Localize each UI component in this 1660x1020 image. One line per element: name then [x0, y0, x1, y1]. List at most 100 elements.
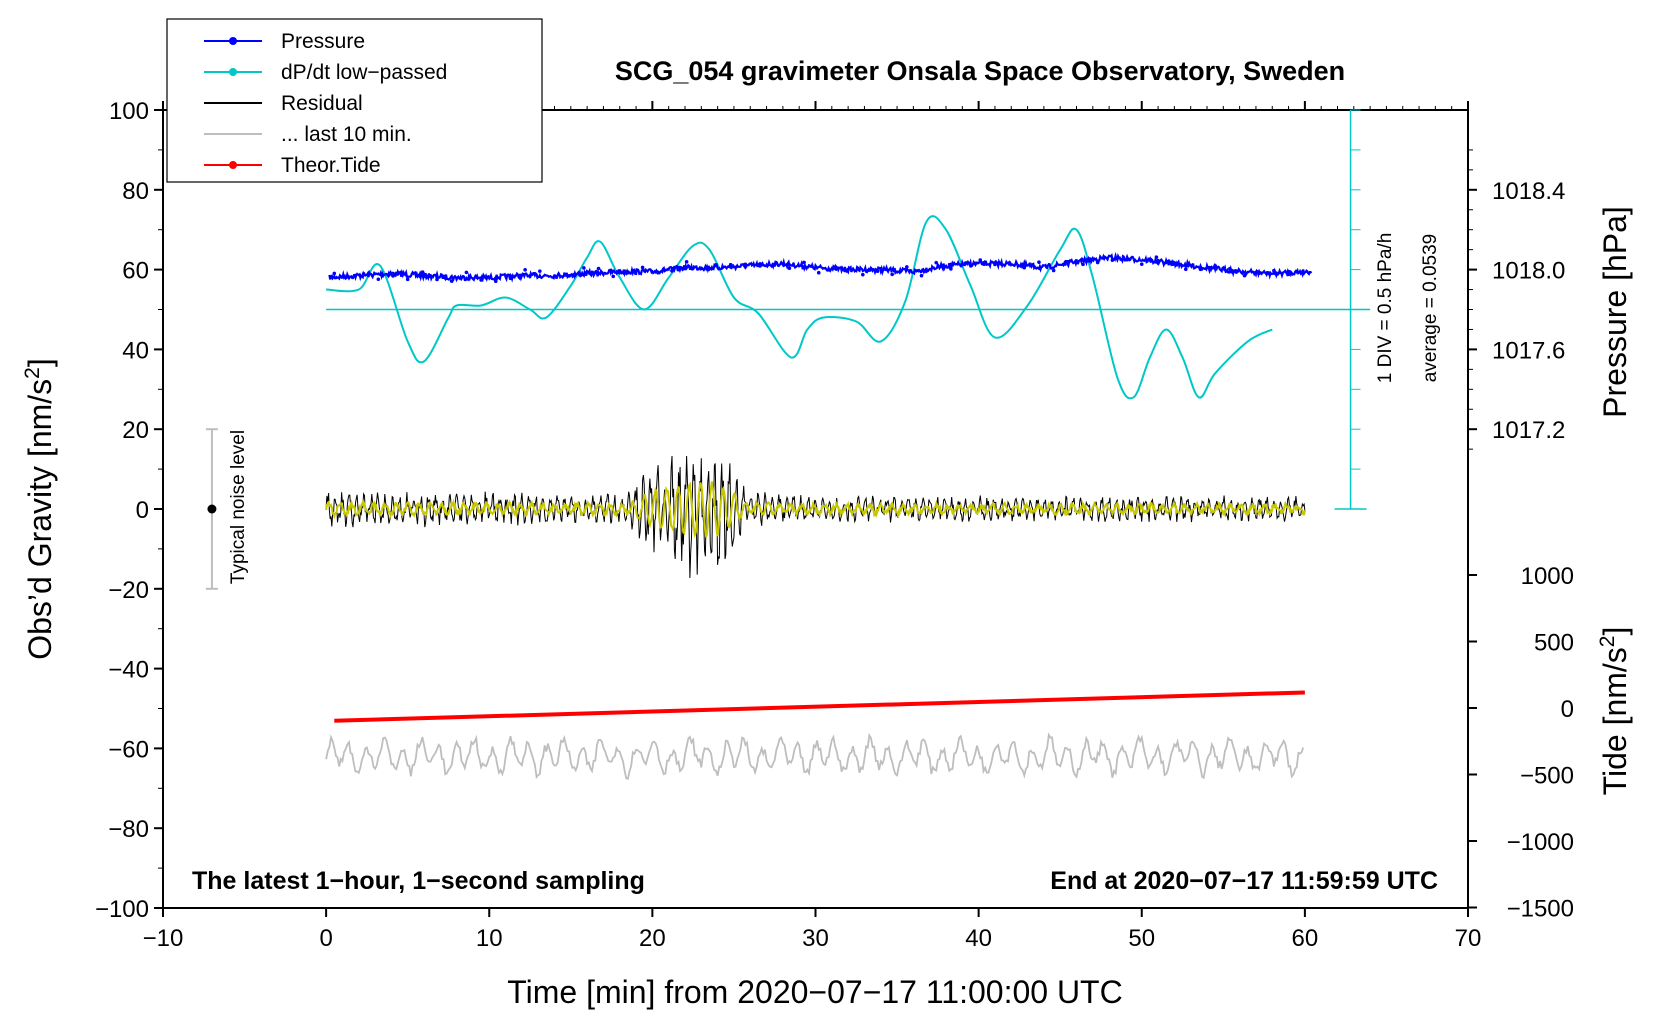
- pressure-point: [376, 277, 381, 282]
- pressure-point: [978, 258, 983, 262]
- pressure-point: [802, 260, 806, 265]
- pressure-point: [670, 269, 674, 273]
- pressure-point: [934, 260, 939, 265]
- residual-smoothed-line: [325, 481, 1306, 538]
- x-axis-title: Time [min] from 2020−07−17 11:00:00 UTC: [507, 974, 1122, 1010]
- x-tick-label: 50: [1128, 925, 1155, 952]
- x-tick-label: 60: [1292, 925, 1319, 952]
- series-residual: [325, 455, 1306, 579]
- series-theor-tide: [334, 690, 1305, 723]
- x-tick-label: 70: [1455, 925, 1482, 952]
- pressure-point: [347, 275, 351, 280]
- pressure-axis-ticks: 1018.4 1018.0 1017.6 1017.2: [1468, 149, 1565, 450]
- pressure-tick-label: 1017.2: [1492, 417, 1565, 444]
- pressure-point: [875, 269, 880, 274]
- tide-label-sup: 2: [1596, 636, 1619, 648]
- pressure-point: [538, 269, 542, 273]
- pressure-point: [655, 270, 660, 274]
- legend-swatch-marker: [229, 161, 237, 169]
- pressure-point: [684, 260, 689, 264]
- pressure-point: [831, 266, 836, 270]
- legend-label: Residual: [281, 92, 363, 115]
- tide-label: Tide [nm/s: [1597, 647, 1633, 795]
- pressure-point: [1095, 260, 1100, 265]
- pressure-point: [1110, 258, 1115, 262]
- pressure-point: [626, 270, 630, 274]
- pressure-point: [1022, 265, 1027, 270]
- legend-label: Pressure: [281, 30, 365, 53]
- y-tick-label: −20: [108, 577, 149, 604]
- x-axis-ticks: −10 0 10 20 30 40 50 60 70: [143, 101, 1482, 952]
- y-axis-tide-title: Tide [nm/s2]: [1596, 627, 1633, 796]
- legend: Pressure dP/dt low−passed Residual ... last…: [166, 18, 543, 183]
- pressure-point: [743, 262, 748, 267]
- y-axis-left-title: Obs’d Gravity [nm/s2]: [21, 358, 58, 660]
- pressure-point: [640, 265, 645, 270]
- series-dpdt: [326, 215, 1273, 400]
- pressure-point: [993, 262, 997, 267]
- pressure-point: [552, 274, 557, 279]
- y-tick-label: −60: [108, 736, 149, 763]
- pressure-tick-label: 1018.0: [1492, 258, 1565, 285]
- pressure-point: [1139, 262, 1144, 266]
- series-last-10-min: [325, 732, 1305, 780]
- pressure-point: [435, 277, 439, 282]
- pressure-point: [567, 274, 571, 278]
- pressure-point: [919, 273, 924, 278]
- pressure-point: [611, 274, 616, 279]
- pressure-point: [861, 272, 865, 277]
- pressure-point: [1198, 267, 1203, 272]
- pressure-point: [1081, 262, 1085, 267]
- pressure-point: [420, 270, 425, 274]
- y-tick-label: 60: [122, 258, 149, 285]
- pressure-point: [963, 261, 968, 265]
- legend-label: Theor.Tide: [281, 154, 381, 177]
- tide-tick-label: 0: [1561, 696, 1574, 723]
- pressure-point: [449, 279, 454, 283]
- tide-tick-label: 500: [1534, 630, 1574, 657]
- x-tick-label: 10: [476, 925, 503, 952]
- y-left-label: Obs’d Gravity [nm/s: [22, 379, 58, 660]
- pressure-point: [1051, 268, 1056, 273]
- pressure-tick-label: 1018.4: [1492, 178, 1565, 205]
- y-left-label-end: ]: [22, 358, 58, 367]
- series-pressure: [328, 251, 1313, 284]
- div-label: 1 DIV = 0.5 hPa/h: [1375, 233, 1396, 384]
- y-tick-label: 80: [122, 178, 149, 205]
- pressure-point: [508, 276, 513, 281]
- pressure-point: [1037, 260, 1041, 264]
- y-tick-label: −100: [95, 896, 149, 923]
- sampling-note: The latest 1−hour, 1−second sampling: [192, 867, 645, 895]
- pressure-point: [596, 266, 601, 271]
- x-tick-label: 40: [965, 925, 992, 952]
- tide-label-end: ]: [1597, 627, 1633, 636]
- pressure-point: [332, 271, 337, 276]
- y-axis-pressure-title: Pressure [hPa]: [1597, 206, 1633, 418]
- legend-swatch-marker: [229, 37, 237, 45]
- pressure-point: [1286, 272, 1291, 277]
- dpdt-curve: [326, 215, 1273, 400]
- pressure-point: [787, 266, 792, 270]
- pressure-line: [328, 251, 1313, 283]
- pressure-point: [905, 265, 909, 269]
- chart-title: SCG_054 gravimeter Onsala Space Observat…: [615, 56, 1345, 86]
- pressure-point: [890, 272, 894, 277]
- pressure-point: [1007, 262, 1012, 266]
- noise-bar-center: [207, 504, 217, 514]
- x-tick-label: 20: [639, 925, 666, 952]
- pressure-point: [464, 270, 469, 275]
- y-tick-label: 0: [136, 497, 149, 524]
- pressure-point: [846, 267, 850, 272]
- pressure-point: [1125, 257, 1129, 262]
- pressure-point: [582, 266, 586, 270]
- average-label: average = 0.0539: [1420, 234, 1441, 382]
- pressure-point: [361, 271, 366, 276]
- pressure-point: [816, 270, 821, 275]
- legend-label: ... last 10 min.: [281, 123, 412, 146]
- pressure-point: [479, 278, 483, 282]
- pressure-point: [1301, 271, 1306, 275]
- pressure-point: [1169, 261, 1173, 265]
- pressure-point: [1257, 271, 1261, 275]
- pressure-point: [493, 279, 498, 284]
- y-tick-label: 20: [122, 417, 149, 444]
